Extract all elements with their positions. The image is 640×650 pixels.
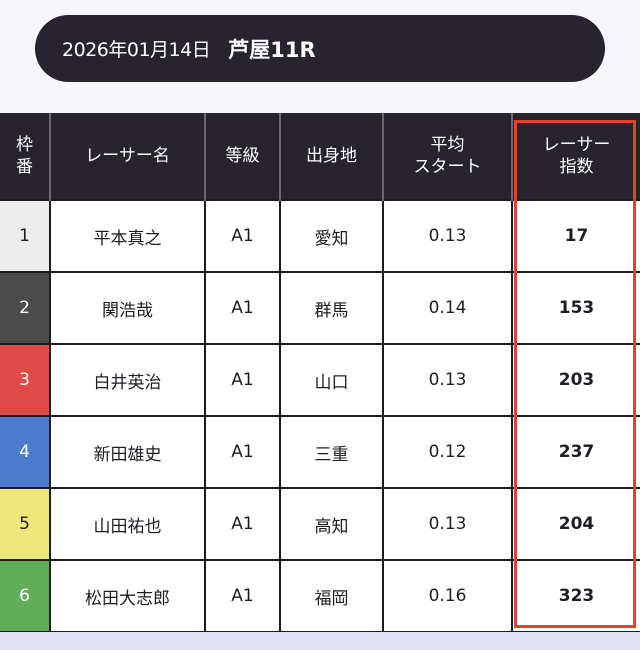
racer-name-cell: 新田雄史 [49, 415, 206, 489]
race-title-bar: 2026年01月14日 芦屋11R [35, 15, 605, 82]
avg-start-cell: 0.14 [382, 271, 513, 345]
racer-name-cell: 山田祐也 [49, 487, 206, 561]
racer-name-cell: 関浩哉 [49, 271, 206, 345]
table-row: 2 関浩哉 A1 群馬 0.14 153 [0, 271, 640, 345]
origin-cell: 愛知 [279, 199, 384, 273]
racer-name-cell: 平本真之 [49, 199, 206, 273]
column-header-frame: 枠番 [0, 113, 51, 200]
racer-index-cell: 323 [511, 559, 640, 633]
table-header-row: 枠番 レーサー名 等級 出身地 平均 スタート レーサー 指数 [0, 113, 640, 200]
racer-index-cell: 17 [511, 199, 640, 273]
origin-cell: 高知 [279, 487, 384, 561]
column-header-racer-index: レーサー 指数 [511, 113, 640, 200]
race-name: 芦屋11R [228, 37, 316, 62]
class-cell: A1 [204, 271, 281, 345]
page-background-band [0, 632, 640, 650]
avg-start-cell: 0.13 [382, 343, 513, 417]
origin-cell: 山口 [279, 343, 384, 417]
column-header-origin: 出身地 [279, 113, 384, 200]
racer-table: 枠番 レーサー名 等級 出身地 平均 スタート レーサー 指数 1 平本真之 A1 … [0, 113, 640, 633]
frame-number-cell: 2 [0, 271, 51, 345]
column-header-name: レーサー名 [49, 113, 206, 200]
racer-table-container: 枠番 レーサー名 等級 出身地 平均 スタート レーサー 指数 1 平本真之 A1 … [0, 113, 640, 633]
table-row: 3 白井英治 A1 山口 0.13 203 [0, 343, 640, 417]
frame-number-cell: 6 [0, 559, 51, 633]
racer-index-cell: 153 [511, 271, 640, 345]
class-cell: A1 [204, 559, 281, 633]
race-date: 2026年01月14日 [62, 39, 211, 61]
table-row: 5 山田祐也 A1 高知 0.13 204 [0, 487, 640, 561]
class-cell: A1 [204, 487, 281, 561]
avg-start-cell: 0.13 [382, 199, 513, 273]
table-row: 4 新田雄史 A1 三重 0.12 237 [0, 415, 640, 489]
table-row: 6 松田大志郎 A1 福岡 0.16 323 [0, 559, 640, 633]
origin-cell: 福岡 [279, 559, 384, 633]
frame-number-cell: 4 [0, 415, 51, 489]
class-cell: A1 [204, 199, 281, 273]
racer-index-cell: 203 [511, 343, 640, 417]
avg-start-cell: 0.12 [382, 415, 513, 489]
table-row: 1 平本真之 A1 愛知 0.13 17 [0, 199, 640, 273]
frame-number-cell: 3 [0, 343, 51, 417]
origin-cell: 三重 [279, 415, 384, 489]
column-header-avg-start: 平均 スタート [382, 113, 513, 200]
column-header-class: 等級 [204, 113, 281, 200]
origin-cell: 群馬 [279, 271, 384, 345]
frame-number-cell: 5 [0, 487, 51, 561]
frame-number-cell: 1 [0, 199, 51, 273]
avg-start-cell: 0.13 [382, 487, 513, 561]
racer-index-cell: 204 [511, 487, 640, 561]
racer-name-cell: 松田大志郎 [49, 559, 206, 633]
racer-name-cell: 白井英治 [49, 343, 206, 417]
racer-index-cell: 237 [511, 415, 640, 489]
avg-start-cell: 0.16 [382, 559, 513, 633]
class-cell: A1 [204, 415, 281, 489]
class-cell: A1 [204, 343, 281, 417]
